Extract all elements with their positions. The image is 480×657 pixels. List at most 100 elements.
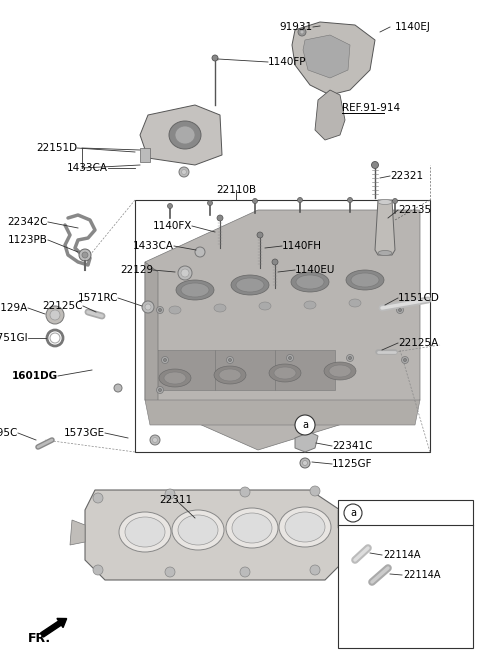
Ellipse shape: [324, 362, 356, 380]
Text: 22342C: 22342C: [8, 217, 48, 227]
Circle shape: [168, 204, 172, 208]
Text: 1140EJ: 1140EJ: [395, 22, 431, 32]
Ellipse shape: [226, 508, 278, 548]
Text: 22110B: 22110B: [216, 185, 256, 195]
Text: 1140EU: 1140EU: [295, 265, 336, 275]
Ellipse shape: [231, 275, 269, 295]
Text: REF.91-914: REF.91-914: [342, 103, 400, 113]
Text: 33095C: 33095C: [0, 428, 18, 438]
Polygon shape: [140, 105, 222, 165]
Circle shape: [348, 198, 352, 202]
Circle shape: [348, 357, 351, 359]
Ellipse shape: [214, 304, 226, 312]
Circle shape: [288, 357, 291, 359]
Ellipse shape: [172, 510, 224, 550]
Circle shape: [228, 359, 231, 361]
Circle shape: [161, 357, 168, 363]
Circle shape: [145, 304, 151, 310]
Text: 22311: 22311: [159, 495, 192, 505]
Text: 1125GF: 1125GF: [332, 459, 372, 469]
Text: a: a: [302, 420, 308, 430]
Circle shape: [298, 198, 302, 202]
Circle shape: [310, 565, 320, 575]
Ellipse shape: [125, 517, 165, 547]
Circle shape: [272, 259, 278, 265]
Text: 1433CA: 1433CA: [133, 241, 174, 251]
Ellipse shape: [175, 126, 195, 144]
Ellipse shape: [176, 280, 214, 300]
Text: 91931: 91931: [280, 22, 313, 32]
Circle shape: [46, 306, 64, 324]
Ellipse shape: [351, 273, 379, 287]
Circle shape: [302, 461, 308, 466]
Circle shape: [93, 493, 103, 503]
Polygon shape: [155, 350, 215, 390]
Circle shape: [164, 359, 167, 361]
Text: 1123PB: 1123PB: [8, 235, 48, 245]
Circle shape: [114, 384, 122, 392]
Circle shape: [179, 167, 189, 177]
Ellipse shape: [378, 200, 392, 204]
Polygon shape: [215, 350, 275, 390]
Polygon shape: [315, 90, 345, 140]
Bar: [338, 500, 473, 648]
Ellipse shape: [259, 302, 271, 310]
Ellipse shape: [274, 367, 296, 379]
Polygon shape: [338, 505, 355, 530]
Ellipse shape: [214, 366, 246, 384]
Circle shape: [150, 435, 160, 445]
Ellipse shape: [296, 275, 324, 289]
Bar: [135, 200, 430, 452]
Circle shape: [240, 487, 250, 497]
Text: 22151D: 22151D: [36, 143, 77, 153]
Circle shape: [165, 567, 175, 577]
FancyArrow shape: [41, 618, 67, 637]
Circle shape: [398, 309, 401, 311]
Ellipse shape: [349, 299, 361, 307]
Polygon shape: [145, 400, 420, 425]
Text: 22321: 22321: [390, 171, 423, 181]
Text: 1151CD: 1151CD: [398, 293, 440, 303]
Ellipse shape: [285, 512, 325, 542]
Circle shape: [404, 359, 407, 361]
Text: 22341C: 22341C: [332, 441, 372, 451]
Text: 1571RC: 1571RC: [77, 293, 118, 303]
Ellipse shape: [159, 369, 191, 387]
Circle shape: [393, 198, 397, 204]
Circle shape: [207, 200, 213, 206]
Circle shape: [240, 567, 250, 577]
Text: 1140FX: 1140FX: [153, 221, 192, 231]
Circle shape: [165, 489, 175, 499]
Circle shape: [82, 252, 88, 258]
Circle shape: [142, 301, 154, 313]
Circle shape: [287, 355, 293, 361]
Text: 22125A: 22125A: [398, 338, 438, 348]
Ellipse shape: [378, 250, 392, 256]
Ellipse shape: [232, 513, 272, 543]
Circle shape: [252, 198, 257, 204]
Circle shape: [93, 565, 103, 575]
Text: 1433CA: 1433CA: [67, 163, 108, 173]
Polygon shape: [375, 200, 395, 255]
Circle shape: [181, 170, 187, 175]
Circle shape: [344, 504, 362, 522]
Text: 22129A: 22129A: [0, 303, 28, 313]
Circle shape: [347, 355, 353, 361]
Circle shape: [195, 247, 205, 257]
Text: 1140FP: 1140FP: [268, 57, 307, 67]
Circle shape: [50, 310, 60, 320]
Text: 22129: 22129: [120, 265, 153, 275]
Text: 1573GE: 1573GE: [64, 428, 105, 438]
Ellipse shape: [236, 278, 264, 292]
Polygon shape: [303, 35, 350, 78]
Ellipse shape: [291, 272, 329, 292]
Ellipse shape: [219, 369, 241, 381]
Circle shape: [217, 215, 223, 221]
Circle shape: [300, 30, 304, 34]
Text: a: a: [350, 508, 356, 518]
Text: 22125C: 22125C: [43, 301, 83, 311]
Circle shape: [212, 55, 218, 61]
Circle shape: [300, 458, 310, 468]
Circle shape: [158, 309, 161, 311]
Ellipse shape: [269, 364, 301, 382]
